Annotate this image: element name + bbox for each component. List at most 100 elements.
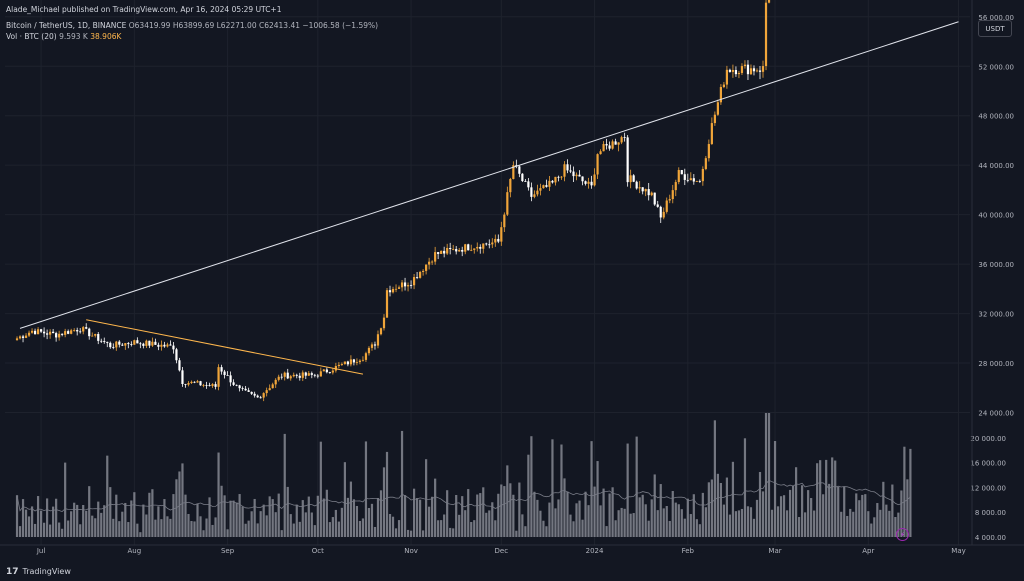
candle-body (400, 282, 404, 288)
volume-bar (584, 491, 587, 537)
volume-bar (614, 520, 617, 537)
candle-body (211, 384, 214, 386)
volume-bar (855, 493, 858, 537)
candle-body (662, 211, 665, 218)
volume-bar (61, 528, 64, 537)
volume-bar (33, 523, 37, 537)
volume-ma-line (16, 479, 911, 513)
volume-bar (491, 502, 494, 537)
volume-bar (659, 484, 662, 537)
candle-body (656, 204, 659, 207)
candle-body (440, 250, 443, 254)
volume-bar (244, 523, 247, 537)
candle-body (151, 341, 154, 346)
candle-body (707, 144, 710, 159)
candle-body (130, 344, 133, 345)
candle-body (94, 334, 97, 336)
volume-bar (373, 526, 377, 537)
volume-bar (722, 504, 726, 537)
candle-body (268, 388, 271, 391)
candle-body (298, 375, 301, 378)
volume-bar (91, 515, 94, 537)
candle-body (452, 249, 455, 250)
volume-bar (283, 433, 286, 537)
volume-bar (55, 498, 58, 537)
volume-bar (581, 519, 584, 537)
candle-body (397, 287, 401, 289)
volume-bar (238, 494, 241, 537)
volume-bar (497, 493, 500, 537)
volume-line: Vol · BTC (20) 9.593 K 38.906K (6, 32, 121, 41)
volume-bar (587, 505, 590, 537)
volume-bar (217, 452, 220, 537)
candle-body (491, 242, 494, 245)
candle-body (521, 173, 524, 182)
volume-bar (109, 487, 112, 537)
volume-bar (30, 506, 34, 537)
candle-body (88, 328, 91, 337)
volume-bar (837, 486, 840, 537)
volume-bar (888, 510, 891, 537)
x-tick-label: Sep (221, 547, 235, 555)
candle-body (406, 285, 410, 287)
candle-body (250, 391, 253, 394)
candle-body (728, 69, 732, 72)
volume-bar (18, 526, 22, 537)
lightning-icon[interactable]: ⚡ (896, 528, 909, 541)
candle-body (322, 369, 325, 372)
volume-bar (731, 461, 735, 537)
volume-bar (773, 441, 777, 537)
volume-bar (602, 488, 605, 537)
volume-bar (734, 511, 738, 537)
candle-body (247, 390, 250, 392)
candle-body (343, 361, 346, 364)
candle-body (494, 238, 497, 243)
candle-body (313, 374, 316, 376)
candle-body (223, 371, 226, 376)
candle-body (761, 66, 765, 72)
volume-bar (494, 520, 497, 537)
currency-button[interactable]: USDT (978, 20, 1012, 37)
tradingview-brand[interactable]: TradingView (22, 567, 71, 576)
volume-bar (376, 497, 380, 537)
volume-bar (160, 519, 163, 537)
candle-body (671, 190, 674, 200)
candle-body (614, 141, 617, 145)
volume-bar (428, 506, 431, 537)
volume-bar (425, 459, 428, 537)
volume-bar (452, 528, 455, 537)
x-tick-label: Dec (495, 547, 509, 555)
candle-body (665, 200, 668, 212)
volume-bar (755, 499, 759, 537)
volume-bar (409, 530, 413, 537)
volume-bar (440, 520, 443, 537)
candle-body (115, 341, 118, 348)
volume-bar (127, 522, 130, 537)
candle-body (767, 0, 771, 3)
y-tick-label: 40 000.00 (978, 212, 1014, 220)
candle-body (644, 189, 647, 192)
candle-body (503, 214, 506, 228)
volume-bar (879, 509, 882, 537)
volume-tick-label: 16 000.00 (970, 460, 1006, 468)
volume-bar (229, 500, 232, 537)
volume-bar (524, 526, 527, 537)
volume-bar (235, 502, 238, 537)
candle-body (36, 329, 40, 335)
volume-bar (704, 507, 707, 537)
candle-body (557, 176, 560, 178)
volume-bar (434, 478, 437, 537)
volume-bar (250, 511, 253, 537)
candle-body (425, 264, 428, 271)
volume-bar (145, 514, 148, 537)
candle-body (740, 66, 744, 74)
tradingview-logo[interactable]: 17 (6, 566, 19, 577)
volume-bar (76, 504, 79, 537)
volume-bar (810, 498, 813, 537)
volume-bar (758, 471, 762, 537)
candle-body (629, 175, 632, 183)
drawings (19, 21, 959, 375)
candle-body (485, 243, 488, 245)
volume-bar (536, 499, 539, 537)
